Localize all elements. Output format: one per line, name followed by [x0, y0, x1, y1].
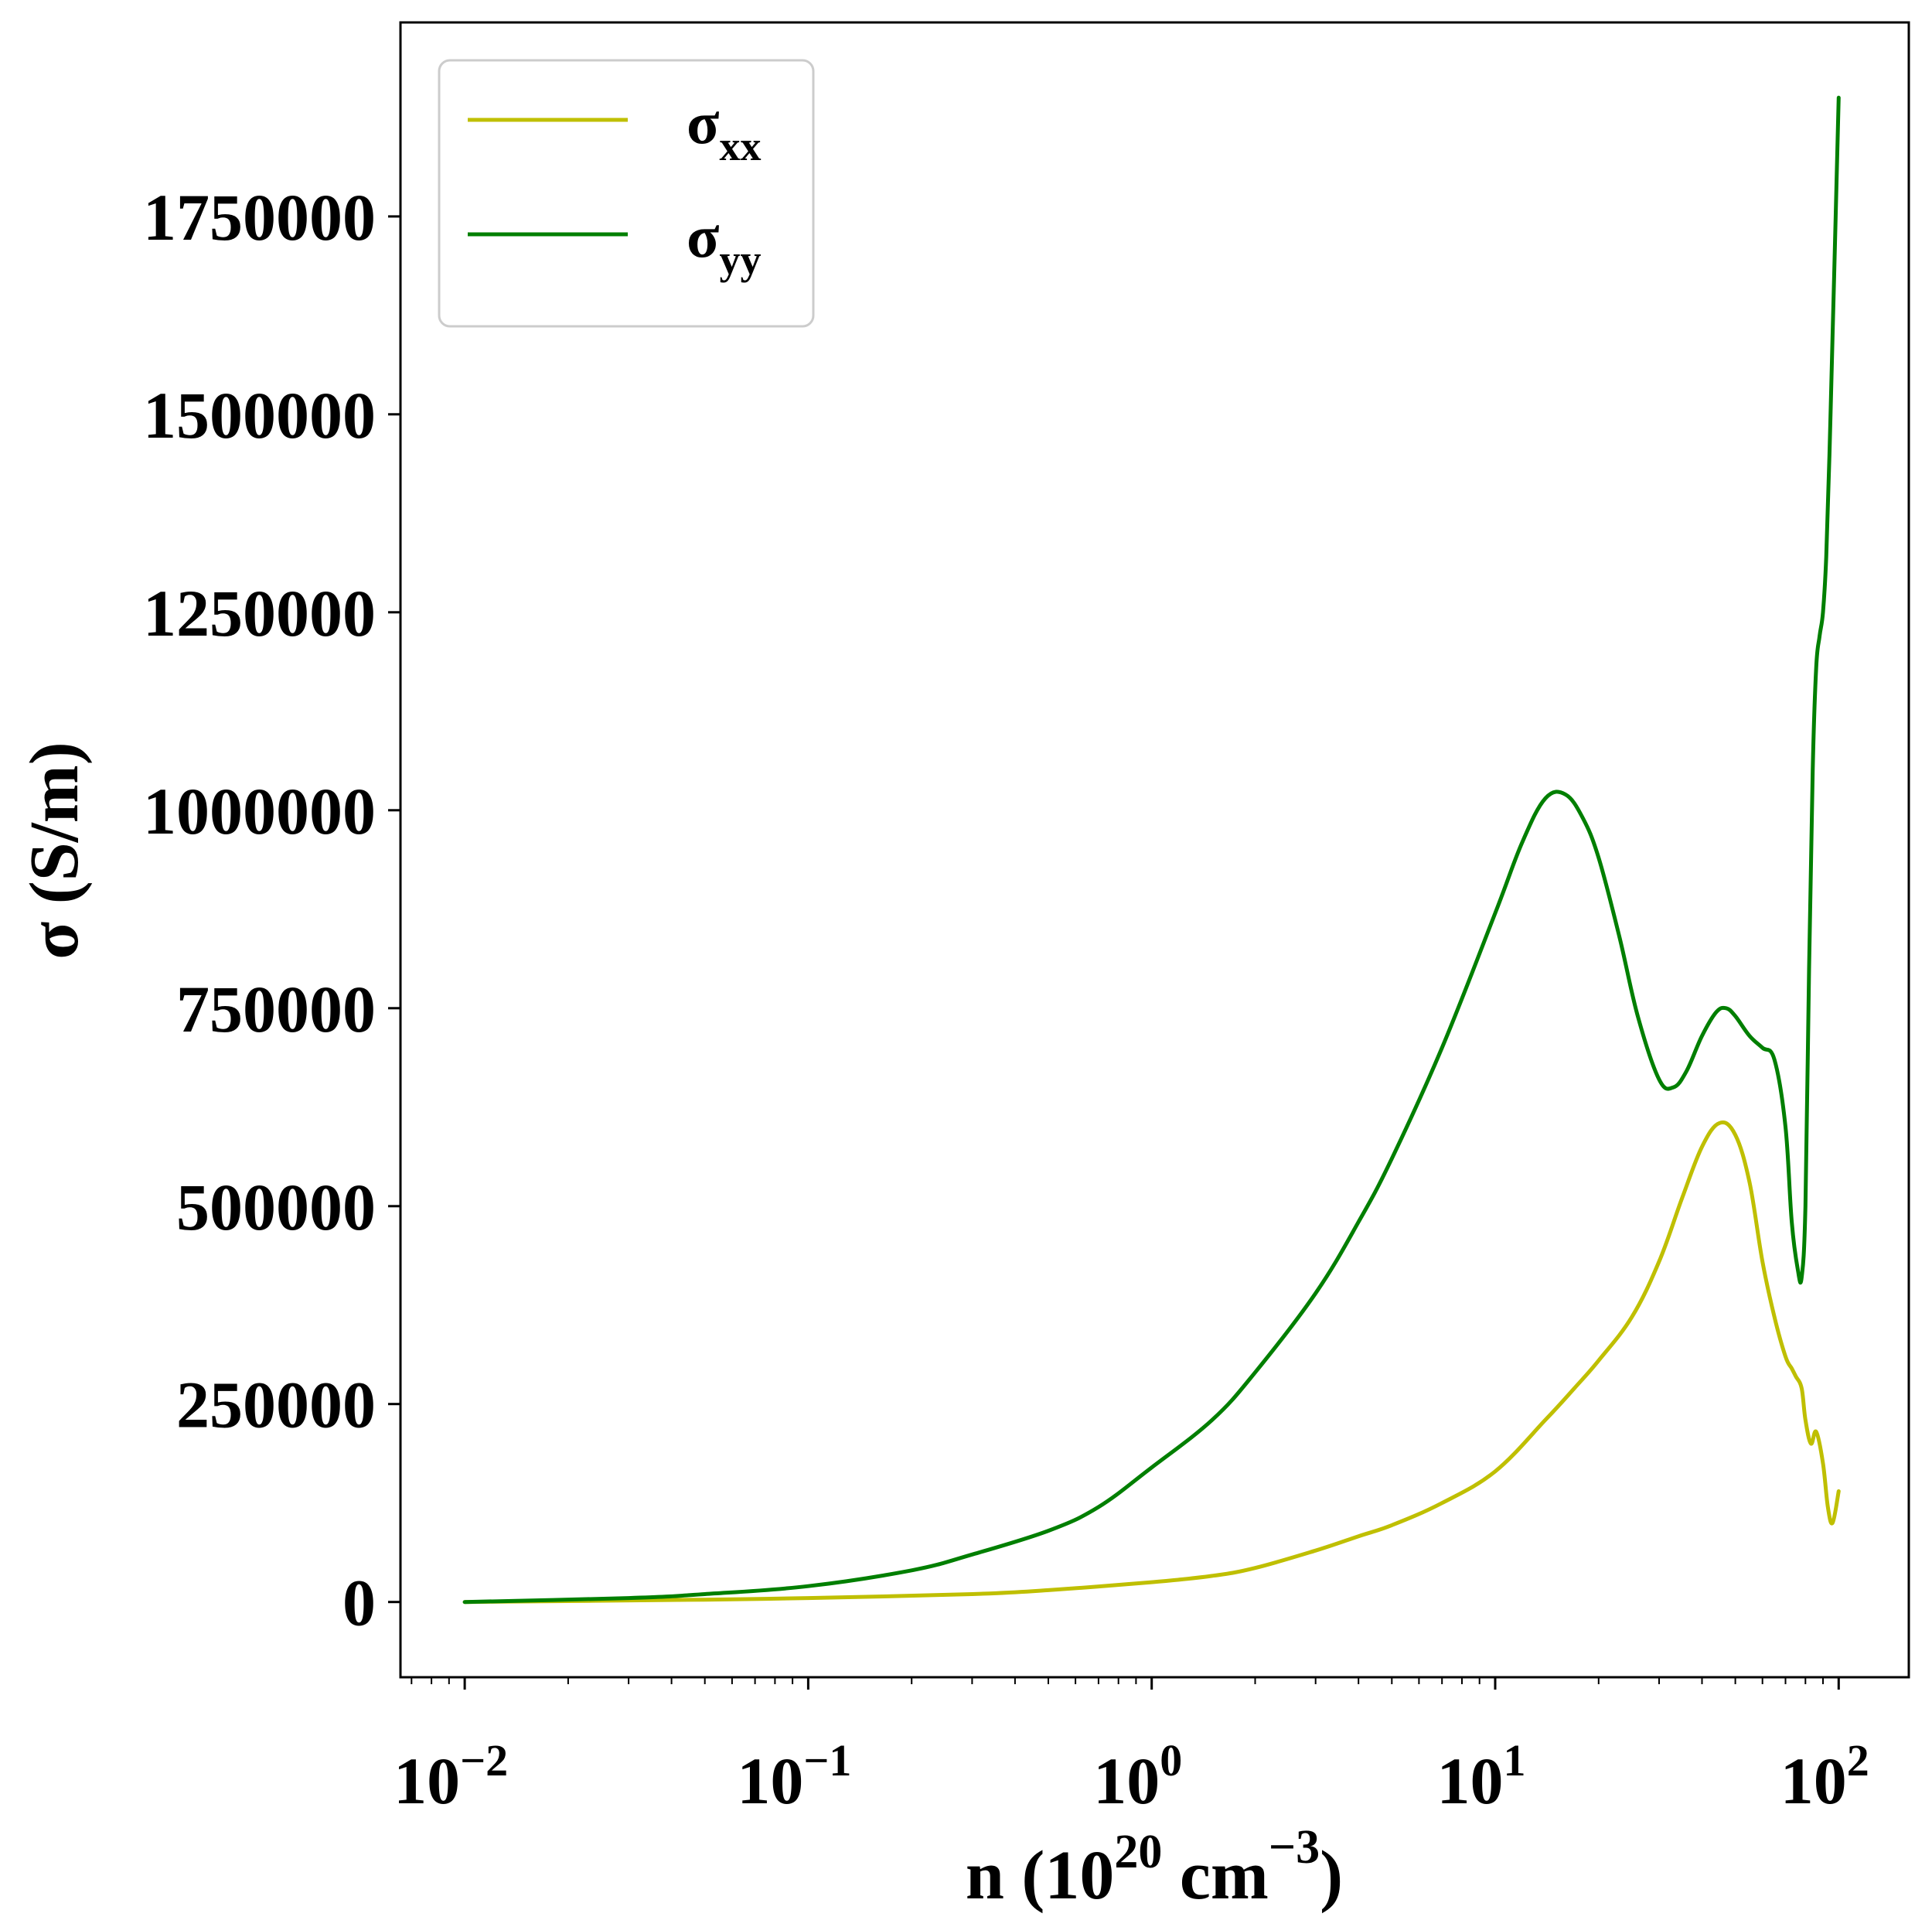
x-axis-label-exp1: 20 — [1114, 1826, 1162, 1878]
x-tick-label: 10−1 — [737, 1735, 851, 1818]
x-axis-label-suffix: ) — [1320, 1837, 1343, 1914]
y-axis-label: σ (S/m) — [16, 742, 93, 959]
legend-symbol-sigma-xx: σ — [687, 89, 719, 156]
x-tick-label: 10−2 — [394, 1735, 508, 1818]
x-tick-exponent: −2 — [460, 1735, 508, 1785]
y-tick-label: 0 — [342, 1566, 376, 1640]
x-tick-exponent: −1 — [803, 1735, 851, 1785]
legend: σxx σyy — [438, 59, 815, 328]
y-tick-label: 250000 — [176, 1368, 376, 1442]
legend-box — [438, 59, 815, 328]
plot-frame — [399, 21, 1910, 1679]
x-tick-base: 10 — [394, 1744, 460, 1818]
legend-symbol-sigma-yy: σ — [687, 203, 719, 270]
x-axis-label-prefix: n (10 — [966, 1837, 1115, 1914]
x-tick-base: 10 — [1780, 1744, 1847, 1818]
series-lines — [462, 95, 1841, 1605]
series-line-sigma-xx — [462, 1120, 1841, 1605]
x-tick-base: 10 — [1437, 1744, 1504, 1818]
x-axis-ticks: 10−2 10−1 100 101 102 — [394, 1677, 1869, 1818]
x-tick-label: 102 — [1780, 1735, 1869, 1818]
legend-label-sigma-yy: σyy — [687, 203, 761, 283]
series-line-sigma-yy — [462, 95, 1841, 1605]
y-axis-ticks: 0 250000 500000 750000 1000000 1250000 1500000… — [143, 180, 400, 1640]
x-axis-label-mid: cm — [1162, 1837, 1268, 1914]
legend-subscript-xx: xx — [719, 123, 761, 169]
legend-label-sigma-xx: σxx — [687, 89, 761, 169]
x-tick-base: 10 — [1093, 1744, 1160, 1818]
x-tick-label: 100 — [1093, 1735, 1182, 1818]
x-axis-label-exp2: −3 — [1269, 1821, 1320, 1874]
y-tick-label: 1250000 — [143, 576, 376, 650]
x-tick-base: 10 — [737, 1744, 803, 1818]
y-tick-label: 500000 — [176, 1170, 376, 1244]
x-axis-label: n (1020 cm−3) — [966, 1821, 1343, 1914]
y-tick-label: 750000 — [176, 972, 376, 1046]
x-tick-label: 101 — [1437, 1735, 1526, 1818]
y-tick-label: 1750000 — [143, 180, 376, 254]
legend-subscript-yy: yy — [719, 237, 761, 283]
y-tick-label: 1500000 — [143, 378, 376, 452]
y-tick-label: 1000000 — [143, 774, 376, 848]
x-tick-exponent: 1 — [1504, 1735, 1526, 1785]
x-tick-exponent: 0 — [1160, 1735, 1182, 1785]
x-tick-exponent: 2 — [1847, 1735, 1869, 1785]
